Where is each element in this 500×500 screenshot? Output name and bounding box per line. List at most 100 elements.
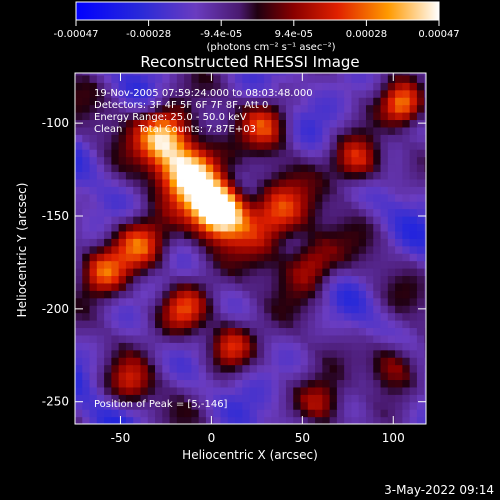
heatmap-cell	[329, 112, 338, 121]
heatmap-cell	[82, 126, 91, 135]
heatmap-cell	[264, 141, 273, 150]
heatmap-cell	[227, 82, 236, 91]
heatmap-cell	[111, 312, 120, 321]
heatmap-cell	[307, 245, 316, 254]
heatmap-cell	[402, 416, 411, 424]
heatmap-cell	[387, 342, 396, 351]
heatmap-cell	[329, 290, 338, 299]
heatmap-cell	[235, 275, 243, 284]
heatmap-cell	[140, 305, 149, 314]
heatmap-cell	[220, 394, 229, 403]
heatmap-cell	[365, 97, 374, 106]
heatmap-cell	[198, 141, 207, 150]
heatmap-cell	[285, 334, 294, 343]
colorbar: -0.00047 -0.00028 -9.4e-05 9.4e-05 0.00028 0.…	[54, 1, 460, 53]
heatmap-cell	[285, 349, 294, 358]
heatmap-cell	[373, 334, 382, 343]
heatmap-cell	[176, 223, 185, 232]
heatmap-cell	[133, 230, 142, 239]
heatmap-cell	[358, 349, 367, 358]
heatmap-cell	[191, 178, 200, 187]
heatmap-cell	[315, 312, 323, 321]
heatmap-cell	[409, 126, 418, 135]
heatmap-cell	[249, 97, 258, 106]
heatmap-cell	[365, 156, 374, 165]
heatmap-cell	[322, 327, 331, 336]
heatmap-cell	[118, 409, 127, 418]
heatmap-cell	[235, 193, 243, 202]
heatmap-cell	[336, 401, 345, 410]
heatmap-cell	[75, 97, 83, 106]
x-tick-label: 0	[208, 431, 216, 445]
heatmap-cell	[220, 208, 229, 217]
heatmap-cell	[329, 238, 338, 247]
heatmap-cell	[213, 141, 222, 150]
heatmap-cell	[300, 386, 309, 395]
heatmap-cell	[191, 342, 200, 351]
heatmap-cell	[322, 297, 331, 306]
heatmap-cell	[256, 208, 265, 217]
heatmap-cell	[300, 149, 309, 158]
heatmap-cell	[169, 334, 178, 343]
heatmap-cell	[104, 141, 112, 150]
heatmap-cell	[184, 305, 192, 314]
heatmap-cell	[176, 104, 185, 113]
heatmap-cell	[198, 364, 207, 373]
heatmap-cell	[365, 320, 374, 329]
heatmap-cell	[300, 290, 309, 299]
heatmap-cell	[373, 126, 382, 135]
heatmap-cell	[315, 305, 323, 314]
heatmap-cell	[227, 134, 236, 143]
heatmap-cell	[184, 73, 192, 76]
heatmap-cell	[198, 268, 207, 277]
heatmap-cell	[249, 305, 258, 314]
heatmap-cell	[278, 334, 287, 343]
heatmap-cell	[155, 126, 163, 135]
heatmap-cell	[300, 409, 309, 418]
heatmap-cell	[235, 112, 243, 121]
heatmap-cell	[344, 268, 353, 277]
heatmap-cell	[242, 401, 251, 410]
heatmap-cell	[285, 253, 294, 262]
heatmap-cell	[395, 223, 403, 232]
heatmap-cell	[125, 342, 134, 351]
heatmap-cell	[300, 260, 309, 269]
heatmap-cell	[155, 149, 163, 158]
heatmap-cell	[227, 282, 236, 291]
heatmap-cell	[416, 230, 425, 239]
heatmap-cell	[184, 171, 192, 180]
heatmap-cell	[104, 164, 112, 173]
heatmap-cell	[373, 327, 382, 336]
heatmap-cell	[162, 416, 171, 424]
heatmap-cell	[176, 126, 185, 135]
heatmap-cell	[104, 73, 112, 76]
heatmap-cell	[176, 82, 185, 91]
heatmap-cell	[104, 171, 112, 180]
heatmap-cell	[358, 171, 367, 180]
heatmap-cell	[133, 349, 142, 358]
heatmap-cell	[125, 208, 134, 217]
heatmap-cell	[220, 74, 229, 83]
heatmap-cell	[285, 342, 294, 351]
heatmap-cell	[140, 104, 149, 113]
heatmap-cell	[278, 268, 287, 277]
heatmap-cell	[140, 134, 149, 143]
heatmap-cell	[125, 275, 134, 284]
heatmap-cell	[125, 97, 134, 106]
heatmap-cell	[220, 357, 229, 366]
heatmap-cell	[82, 394, 91, 403]
heatmap-cell	[162, 82, 171, 91]
heatmap-cell	[176, 416, 185, 424]
heatmap-cell	[162, 230, 171, 239]
heatmap-cell	[249, 327, 258, 336]
heatmap-cell	[424, 394, 426, 403]
heatmap-cell	[220, 320, 229, 329]
heatmap-cell	[147, 297, 156, 306]
heatmap-cell	[176, 282, 185, 291]
heatmap-cell	[322, 119, 331, 128]
heatmap-cell	[416, 386, 425, 395]
heatmap-cell	[293, 149, 302, 158]
heatmap-cell	[264, 82, 273, 91]
heatmap-cell	[264, 112, 273, 121]
heatmap-cell	[242, 342, 251, 351]
